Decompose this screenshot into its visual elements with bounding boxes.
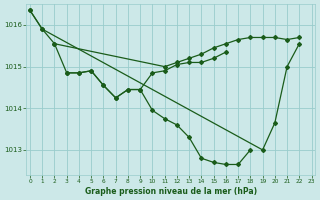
X-axis label: Graphe pression niveau de la mer (hPa): Graphe pression niveau de la mer (hPa) [85,187,257,196]
